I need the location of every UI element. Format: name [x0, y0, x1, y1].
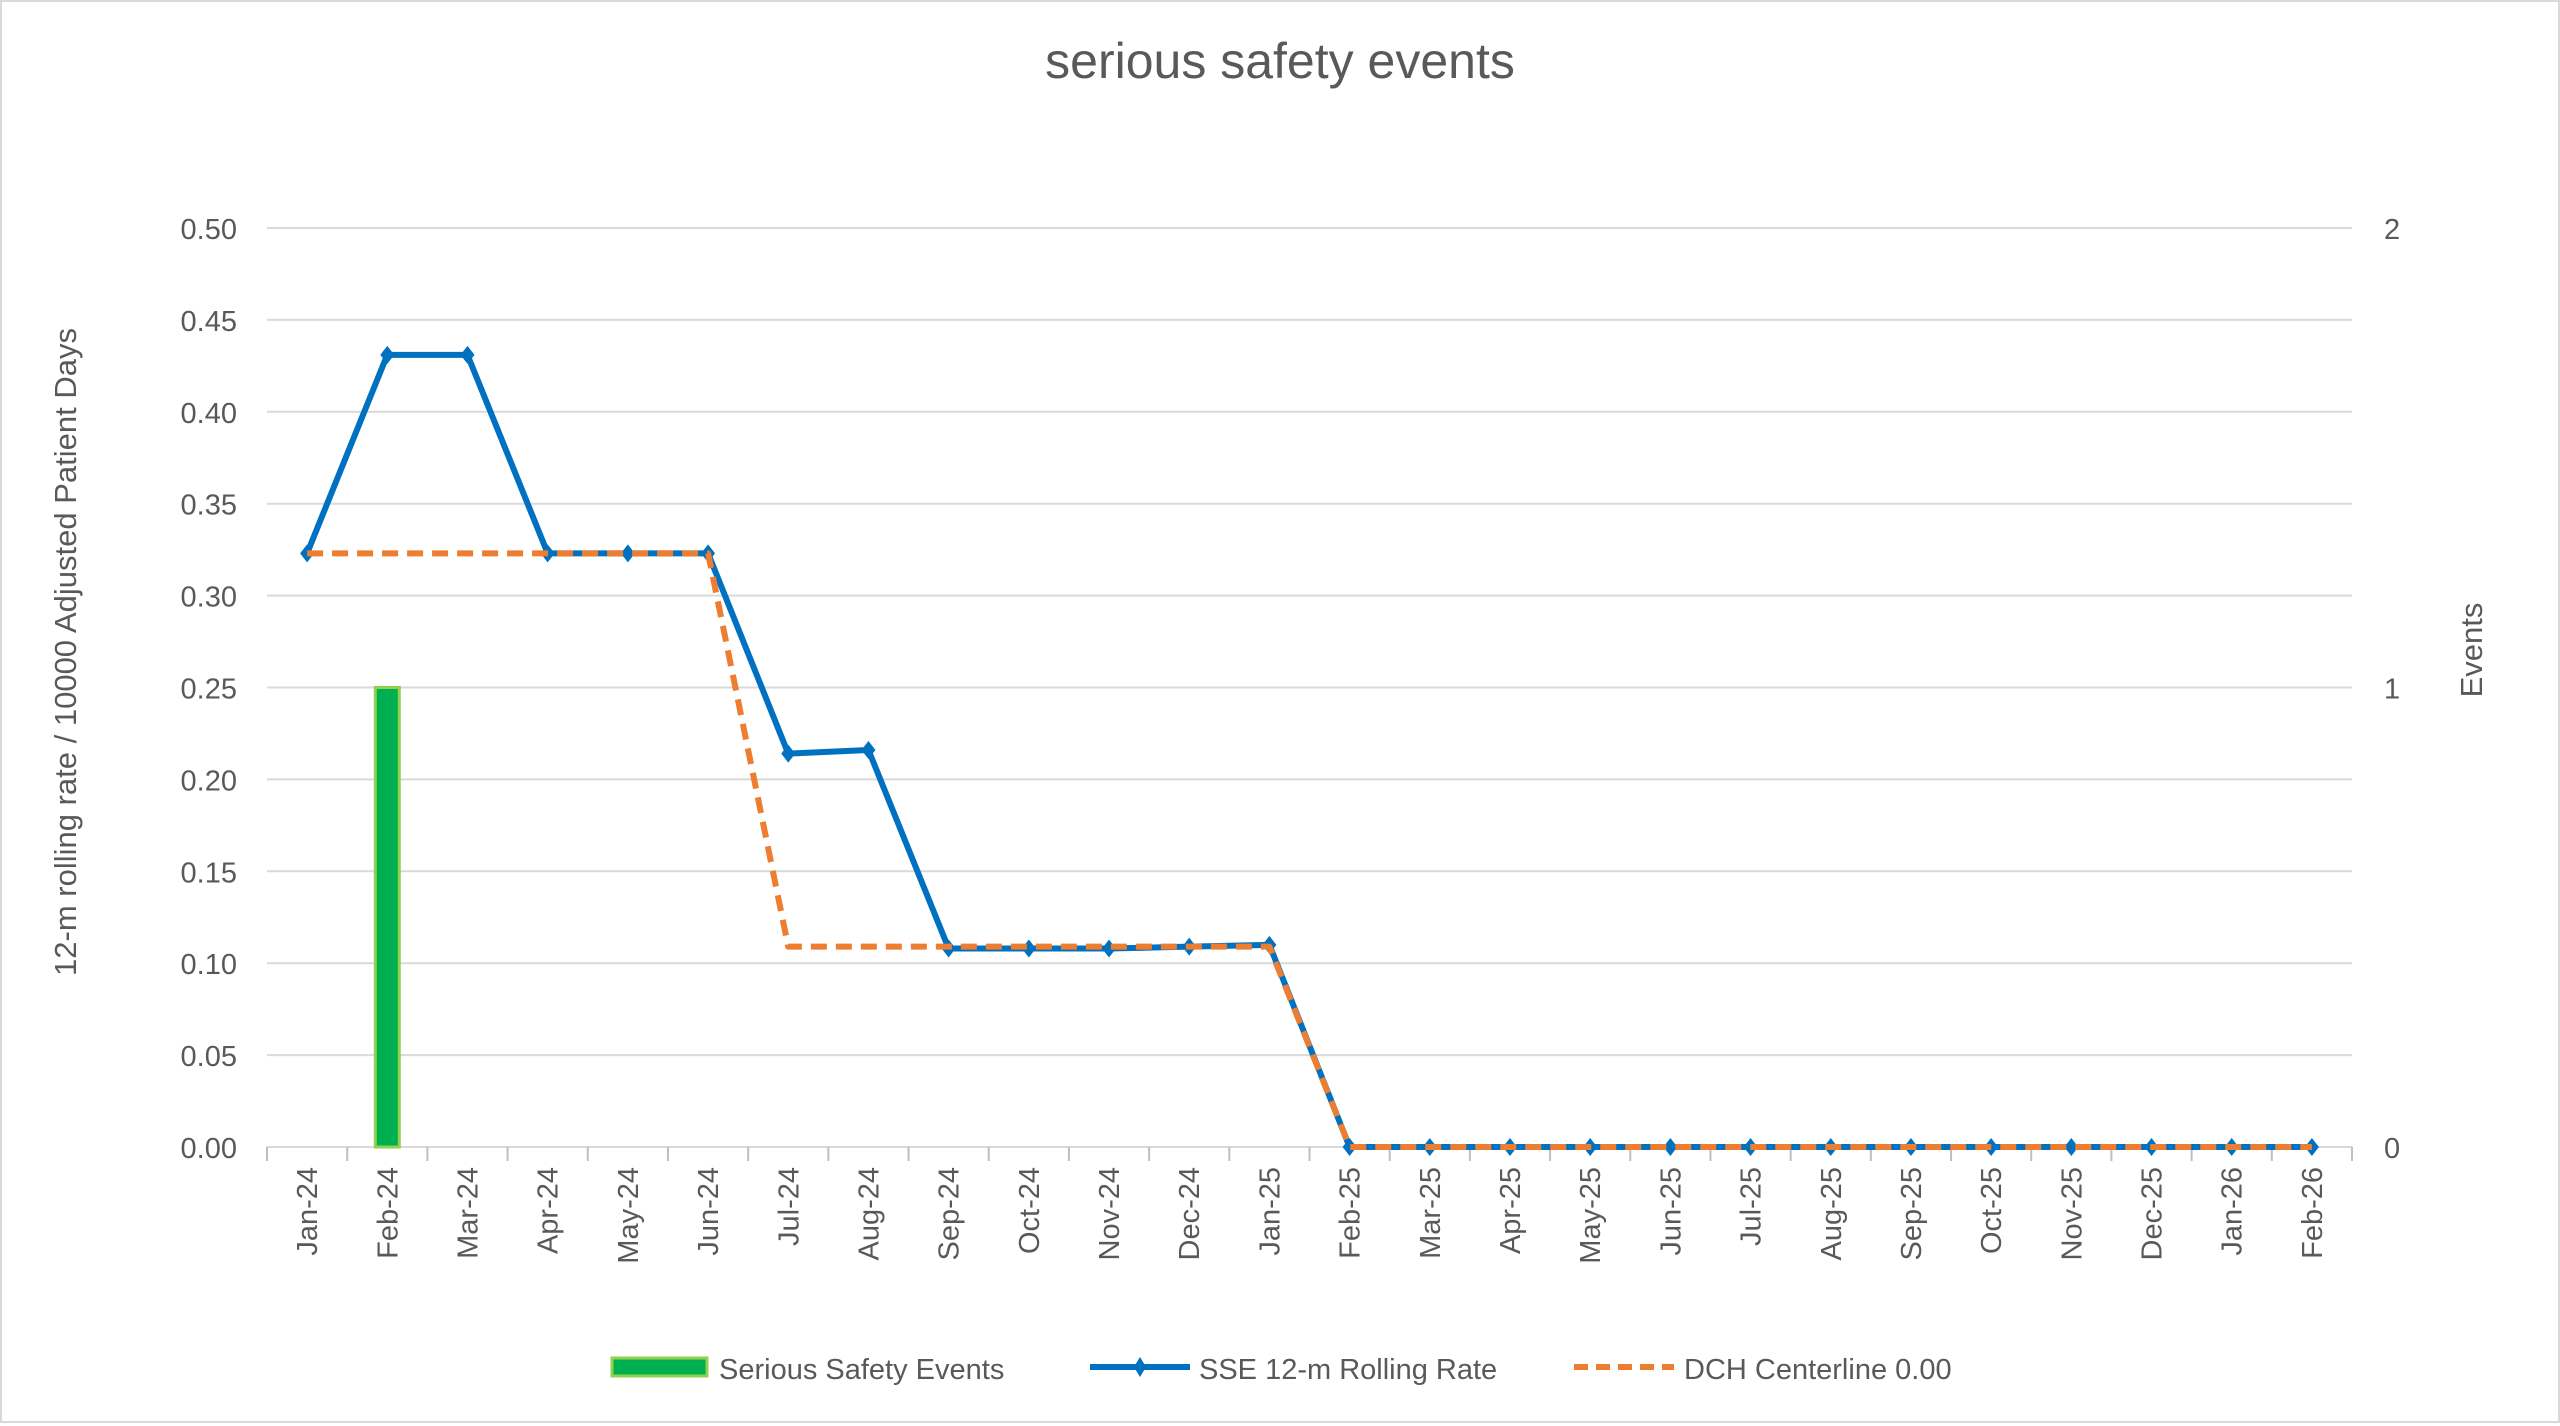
centerline-line	[307, 550, 2312, 1150]
x-tick-label: Sep-24	[934, 1167, 966, 1261]
y2-tick-label: 2	[2384, 214, 2400, 246]
legend-label-rate: SSE 12-m Rolling Rate	[1199, 1354, 1497, 1386]
x-tick-label: Oct-25	[1976, 1167, 2008, 1254]
x-tick-label: Jan-26	[2217, 1167, 2249, 1256]
x-tick-label: Oct-24	[1014, 1167, 1046, 1254]
x-tick-label: Jul-25	[1736, 1167, 1768, 1246]
legend-swatch-bars	[610, 1356, 709, 1378]
rolling-rate-point	[1342, 1138, 1357, 1156]
rolling-rate-point	[861, 740, 876, 759]
x-tick-label: Aug-24	[853, 1167, 885, 1261]
x-tick-label: Apr-24	[533, 1167, 565, 1254]
y-tick-label: 0.45	[181, 306, 237, 338]
rolling-rate-point	[1663, 1138, 1678, 1156]
x-tick-label: Mar-24	[452, 1167, 484, 1259]
y-tick-label: 0.40	[181, 398, 237, 430]
bar	[373, 686, 401, 1149]
x-tick-label: Dec-25	[2137, 1167, 2169, 1261]
y-tick-label: 0.10	[181, 949, 237, 981]
y-tick-label: 0.50	[181, 214, 237, 246]
rolling-rate-point	[781, 744, 796, 763]
rolling-rate-point	[2064, 1138, 2079, 1156]
y-tick-label: 0.05	[181, 1041, 237, 1073]
x-tick-label: Nov-25	[2056, 1167, 2088, 1261]
x-tick-label: Feb-26	[2297, 1167, 2329, 1259]
x-tick-label: Dec-24	[1174, 1167, 1206, 1261]
y2-axis-label: Events	[2454, 603, 2489, 698]
chart-title: serious safety events	[1045, 33, 1515, 89]
x-tick-label: Apr-25	[1495, 1167, 1527, 1254]
y-tick-label: 0.25	[181, 674, 237, 706]
x-tick-label: Feb-25	[1335, 1167, 1367, 1259]
x-tick-label: Jul-24	[773, 1167, 805, 1246]
y2-tick-label: 1	[2384, 674, 2400, 706]
y-tick-label: 0.00	[181, 1133, 237, 1165]
x-tick-label: Mar-25	[1415, 1167, 1447, 1259]
y-tick-label: 0.35	[181, 490, 237, 522]
legend: Serious Safety Events SSE 12-m Rolling R…	[610, 1354, 1952, 1386]
legend-marker-rate	[1134, 1357, 1146, 1377]
y-tick-label: 0.30	[181, 582, 237, 614]
rolling-rate-point	[460, 345, 475, 364]
rolling-rate-point	[380, 345, 395, 364]
x-tick-label: Jan-25	[1254, 1167, 1286, 1256]
rolling-rate-point	[620, 544, 635, 563]
x-tick-label: Aug-25	[1816, 1167, 1848, 1261]
rolling-rate-line	[304, 351, 2312, 1150]
y-axis-label: 12-m rolling rate / 10000 Adjusted Patie…	[48, 328, 83, 976]
legend-label-bars: Serious Safety Events	[719, 1354, 1004, 1386]
x-tick-label: May-25	[1575, 1167, 1607, 1264]
x-tick-label: May-24	[613, 1167, 645, 1264]
x-tick-label: Sep-25	[1896, 1167, 1928, 1261]
x-tick-label: Jun-25	[1655, 1167, 1687, 1256]
x-tick-label: Nov-24	[1094, 1167, 1126, 1261]
x-tick-label: Feb-24	[372, 1167, 404, 1259]
y2-tick-label: 0	[2384, 1133, 2400, 1165]
x-tick-label: Jan-24	[292, 1167, 324, 1256]
x-tick-label: Jun-24	[693, 1167, 725, 1256]
legend-label-centerline: DCH Centerline 0.00	[1684, 1354, 1952, 1386]
y-tick-label: 0.20	[181, 765, 237, 797]
y-tick-label: 0.15	[181, 857, 237, 889]
